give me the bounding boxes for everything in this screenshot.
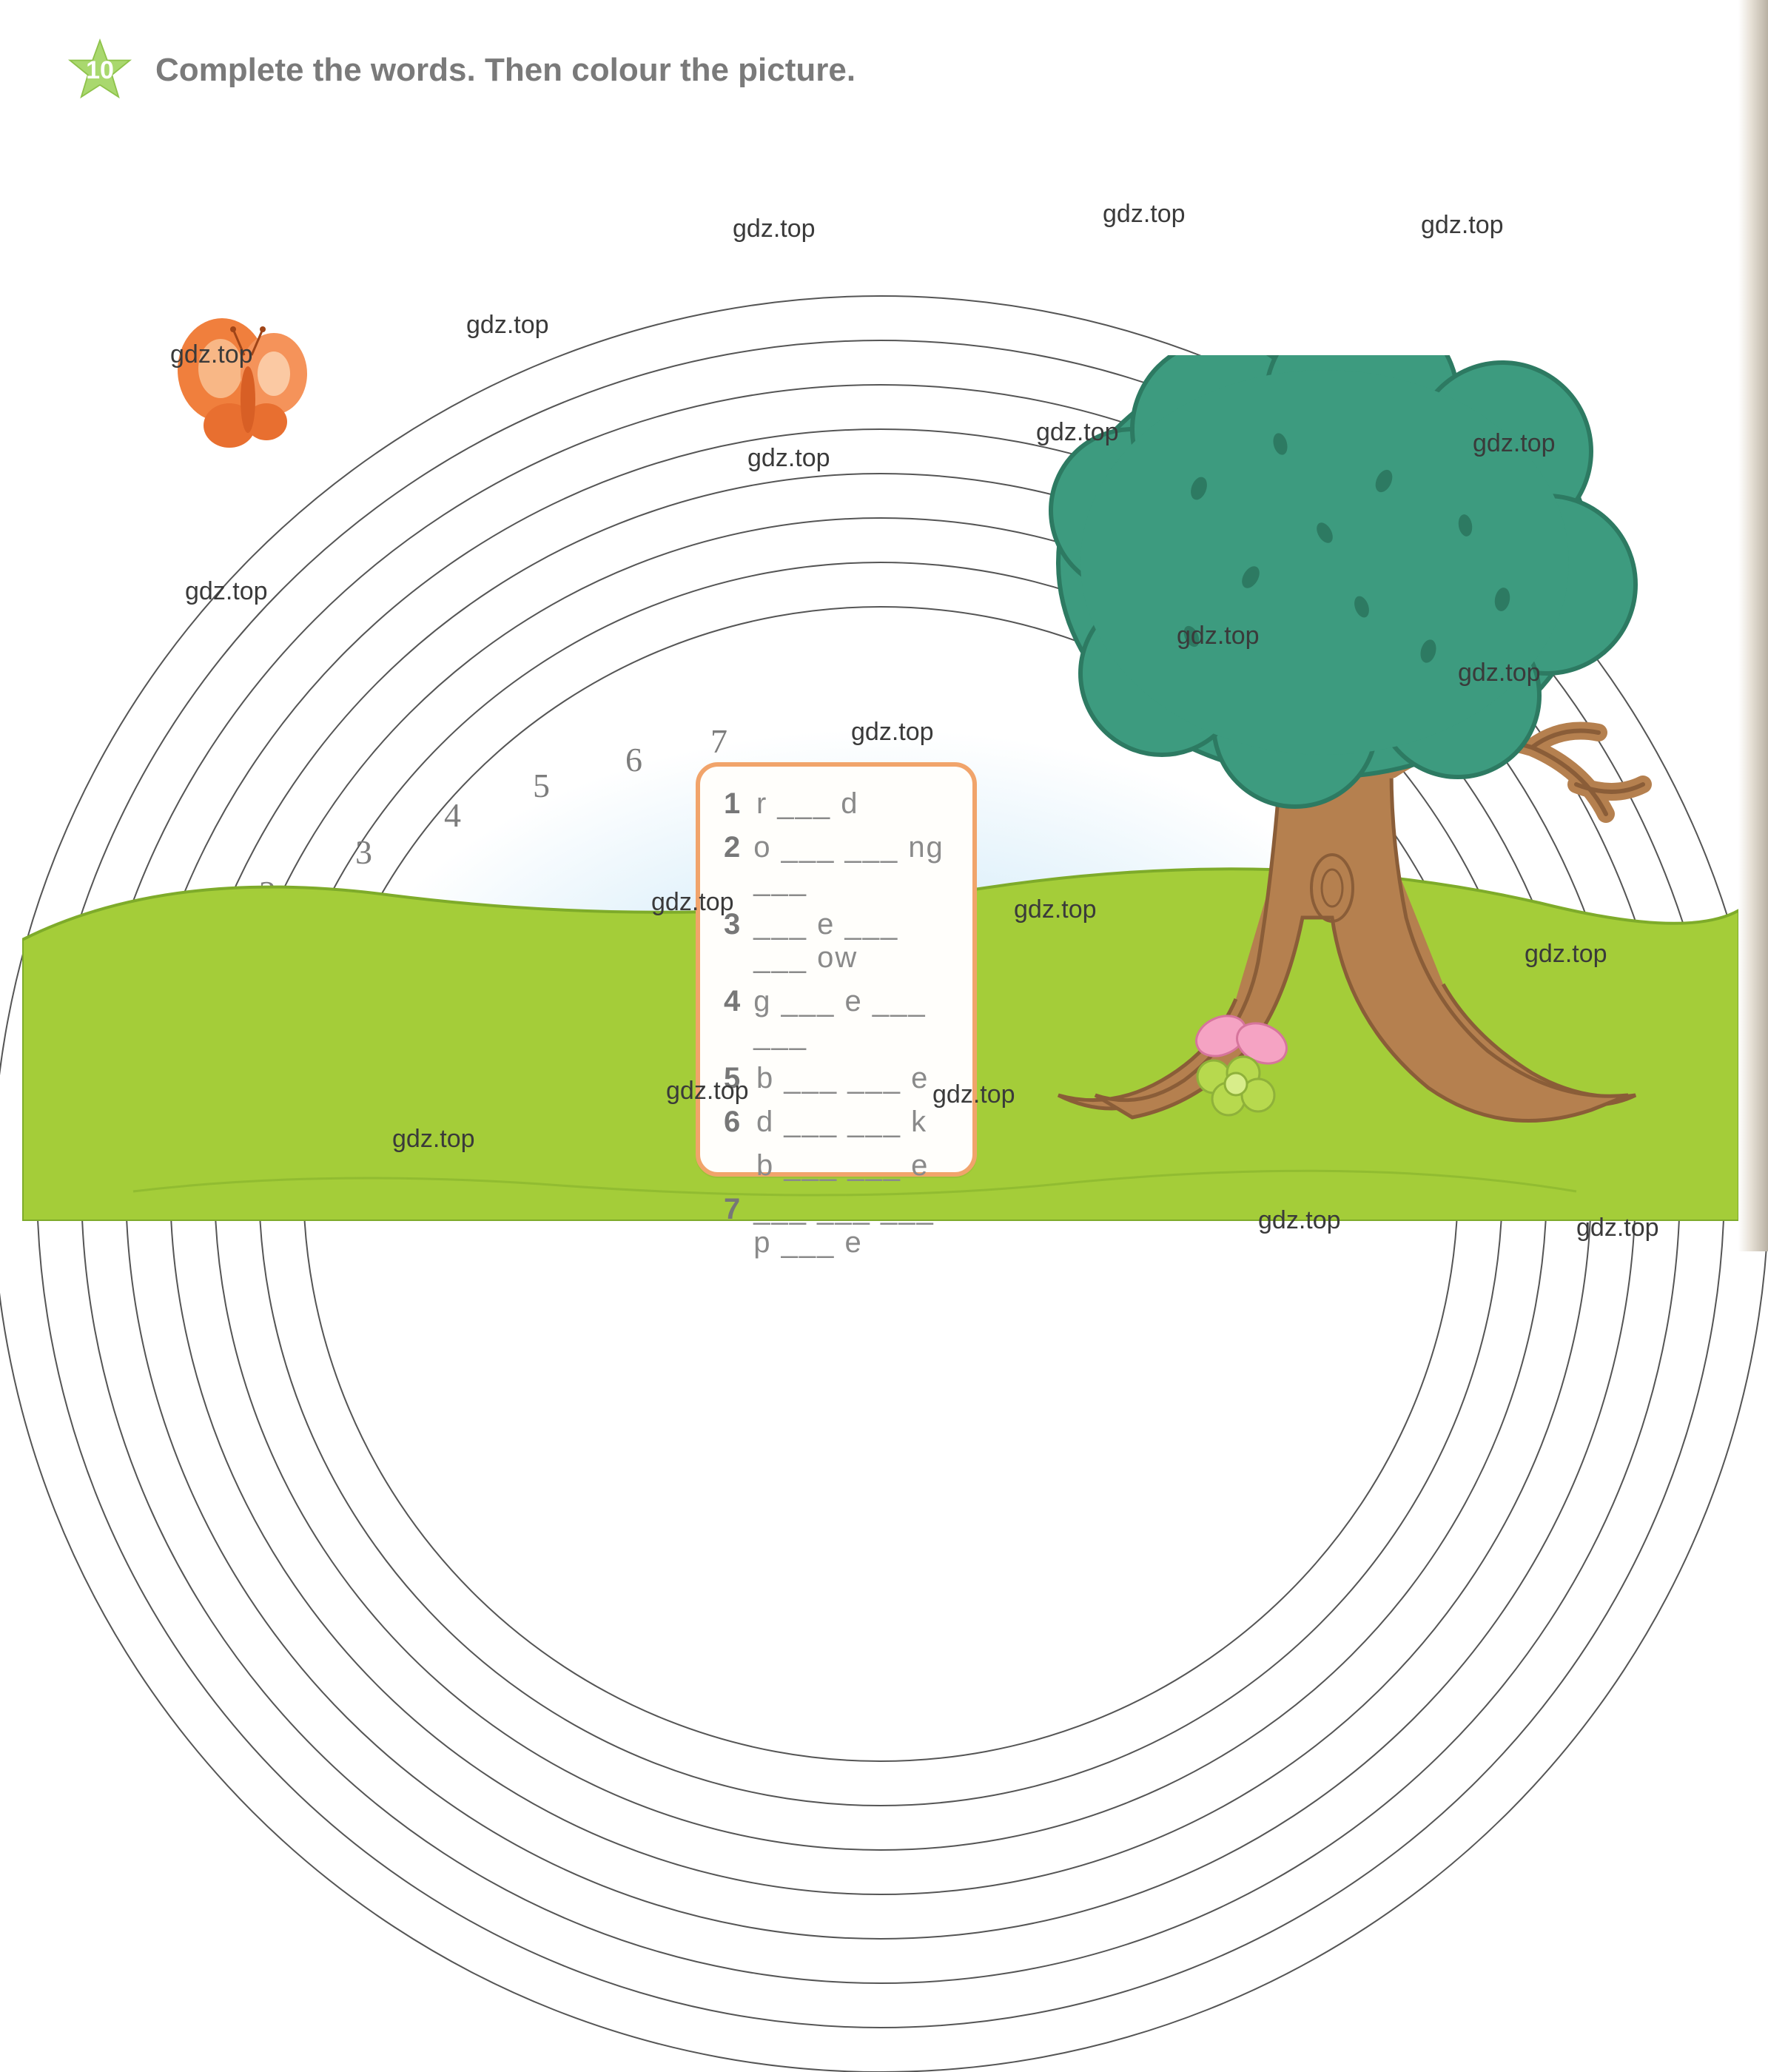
- flower: [1177, 1006, 1310, 1125]
- word-number: 5: [724, 1062, 744, 1095]
- word-pattern: g ___ e ___ ___: [753, 985, 949, 1052]
- word-list-row[interactable]: b ___ ___ e: [724, 1149, 949, 1183]
- word-pattern: o ___ ___ ng ___: [753, 831, 949, 898]
- word-pattern: b ___ ___ e: [756, 1149, 929, 1183]
- exercise-number: 10: [86, 56, 114, 85]
- instruction-text: Complete the words. Then colour the pict…: [155, 52, 856, 89]
- word-pattern: d ___ ___ k: [756, 1106, 927, 1139]
- word-list-row[interactable]: 7 ___ ___ ___ p ___ e: [724, 1193, 949, 1259]
- word-list-row[interactable]: 2 o ___ ___ ng ___: [724, 831, 949, 898]
- word-list-row[interactable]: 6 d ___ ___ k: [724, 1106, 949, 1139]
- word-pattern: ___ ___ ___ p ___ e: [753, 1193, 949, 1259]
- word-list-card: 1 r ___ d 2 o ___ ___ ng ___ 3 ___ e ___ ___ …: [696, 762, 977, 1177]
- word-pattern: r ___ d: [756, 787, 859, 821]
- word-number: 4: [724, 985, 742, 1018]
- worksheet-page: 10 Complete the words. Then colour the p…: [0, 0, 1768, 1251]
- tree: [1014, 355, 1680, 1169]
- word-number: 6: [724, 1106, 744, 1139]
- word-pattern: b ___ ___ e: [756, 1062, 929, 1095]
- exercise-number-badge: 10: [67, 37, 133, 104]
- butterfly: [163, 311, 326, 459]
- rainbow-band-number: 5: [533, 766, 550, 805]
- page-binding-edge: [1738, 0, 1768, 1251]
- picture-scene: 1 2 3 4 5 6 7: [67, 118, 1695, 1191]
- word-number: 1: [724, 787, 744, 821]
- word-number: 3: [724, 908, 742, 941]
- word-number: 7: [724, 1193, 742, 1226]
- word-list-row[interactable]: 4 g ___ e ___ ___: [724, 985, 949, 1052]
- rainbow-band-number: 7: [710, 722, 727, 761]
- word-list-row[interactable]: 3 ___ e ___ ___ ow: [724, 908, 949, 975]
- rainbow-band-number: 6: [625, 740, 642, 779]
- word-list-row[interactable]: 1 r ___ d: [724, 787, 949, 821]
- word-number: 2: [724, 831, 742, 864]
- header: 10 Complete the words. Then colour the p…: [67, 37, 1701, 104]
- word-list-row[interactable]: 5 b ___ ___ e: [724, 1062, 949, 1095]
- word-pattern: ___ e ___ ___ ow: [753, 908, 949, 975]
